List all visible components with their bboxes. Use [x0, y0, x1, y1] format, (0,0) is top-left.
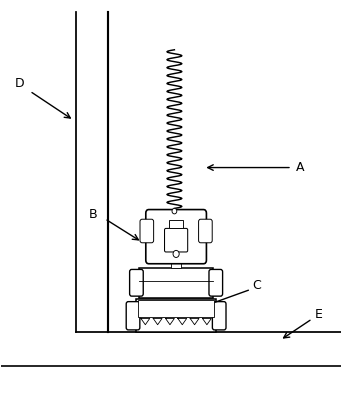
Text: A: A	[296, 161, 305, 174]
FancyBboxPatch shape	[146, 210, 207, 264]
Text: C: C	[252, 279, 261, 292]
Bar	[140, 268, 213, 297]
Text: D: D	[15, 77, 24, 90]
FancyBboxPatch shape	[209, 269, 223, 296]
Circle shape	[172, 208, 177, 214]
Bar	[138, 300, 214, 318]
Text: B: B	[88, 208, 97, 221]
Text: E: E	[315, 308, 323, 321]
FancyBboxPatch shape	[199, 219, 212, 243]
Bar	[171, 260, 181, 268]
Bar	[136, 299, 216, 333]
FancyBboxPatch shape	[130, 269, 143, 296]
Bar	[169, 220, 183, 228]
FancyBboxPatch shape	[165, 229, 188, 252]
FancyBboxPatch shape	[212, 302, 226, 330]
FancyBboxPatch shape	[140, 219, 154, 243]
Circle shape	[173, 251, 179, 257]
FancyBboxPatch shape	[126, 302, 140, 330]
